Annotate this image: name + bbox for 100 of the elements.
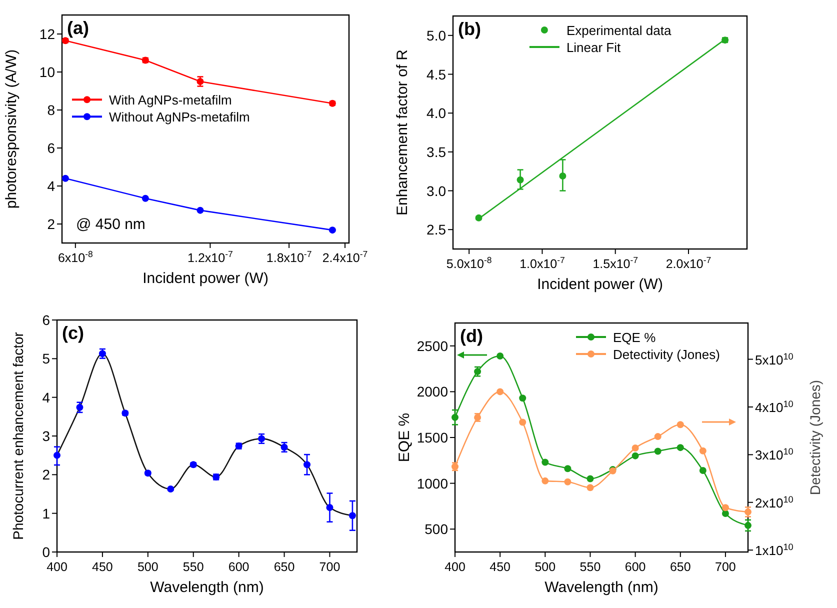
x-tick-label: 5.0x10$^{-8}$ xyxy=(446,255,492,271)
y2-tick-label: 4x10$^{10}$ xyxy=(755,398,794,415)
point xyxy=(744,522,752,529)
y2-tick-label: 1x10$^{10}$ xyxy=(755,542,794,558)
y-tick-label: 2500 xyxy=(416,338,448,354)
point xyxy=(722,510,729,518)
y-tick-label: 500 xyxy=(424,521,448,538)
chart-title: (a) xyxy=(67,18,90,38)
point xyxy=(452,463,458,470)
x-tick-label: 1.8x10$^{-7}$ xyxy=(266,249,312,265)
point xyxy=(676,421,684,428)
y-tick-label: 8 xyxy=(47,102,56,118)
x-tick-label: 1.0x10$^{-7}$ xyxy=(520,255,566,271)
point xyxy=(348,512,356,520)
x-tick-label: 1.2x10$^{-7}$ xyxy=(188,249,233,265)
point xyxy=(496,388,504,396)
x-axis-title: Incident power (W) xyxy=(142,270,268,287)
y-tick-label: 1 xyxy=(42,505,50,522)
y2-tick-label: 2x10$^{10}$ xyxy=(755,494,794,510)
x-axis-title: Incident power (W) xyxy=(537,276,663,293)
chart-title: (c) xyxy=(62,323,84,343)
annotation: @ 450 nm xyxy=(76,216,146,233)
legend-label: Detectivity (Jones) xyxy=(613,347,720,362)
point xyxy=(98,350,106,358)
y-tick-label: 12 xyxy=(39,26,56,42)
x-tick-label: 600 xyxy=(624,560,646,574)
chart-title: (d) xyxy=(460,326,483,346)
point xyxy=(559,172,566,180)
y-tick-label: 2 xyxy=(42,466,50,483)
y2-axis-title: Detectivity (Jones) xyxy=(807,380,823,496)
x-tick-label: 500 xyxy=(137,560,158,574)
point xyxy=(516,176,524,184)
y-tick-label: 2.5 xyxy=(426,222,446,238)
y-tick-label: 4 xyxy=(47,178,56,194)
x-tick-label: 1.5x10$^{-7}$ xyxy=(592,255,638,271)
legend-label: Without AgNPs-metafilm xyxy=(109,110,250,125)
y-axis-title: photoresponsivity (A/W) xyxy=(3,49,20,209)
y2-tick-label: 5x10$^{10}$ xyxy=(755,351,794,368)
y-tick-label: 3.5 xyxy=(426,144,446,160)
x-tick-label: 700 xyxy=(715,560,736,574)
x-tick-label: 400 xyxy=(444,560,466,574)
point xyxy=(632,452,639,460)
legend-label: Linear Fit xyxy=(566,40,622,55)
point xyxy=(654,448,662,455)
point xyxy=(167,485,174,492)
y-tick-label: 4 xyxy=(42,389,50,406)
x-tick-label: 450 xyxy=(490,560,511,574)
y-axis-title: EQE % xyxy=(396,412,413,462)
point xyxy=(280,444,288,451)
y2-tick-label: 3x10$^{10}$ xyxy=(755,446,794,463)
point xyxy=(496,352,504,360)
x-tick-label: 600 xyxy=(228,560,250,574)
point xyxy=(676,444,684,452)
y-tick-label: 2000 xyxy=(416,384,448,400)
point xyxy=(744,508,752,516)
point xyxy=(542,477,549,484)
x-tick-label: 550 xyxy=(580,560,601,574)
point xyxy=(54,452,60,459)
point xyxy=(586,484,594,492)
y-tick-label: 1000 xyxy=(416,475,448,492)
y-axis-title: Photocurrent enhancement factor xyxy=(10,332,26,540)
y-tick-label: 5 xyxy=(42,350,50,367)
point xyxy=(632,444,639,452)
y-tick-label: 6 xyxy=(47,140,56,156)
chart-title: (b) xyxy=(458,19,481,39)
x-axis-title: Wavelength (nm) xyxy=(150,579,264,596)
y-tick-label: 2 xyxy=(47,216,56,232)
point xyxy=(326,504,334,512)
y-tick-label: 4.0 xyxy=(426,105,446,122)
point xyxy=(564,478,572,486)
legend-label: With AgNPs-metafilm xyxy=(109,92,232,108)
point xyxy=(564,465,572,472)
y-tick-label: 1500 xyxy=(416,430,448,446)
point xyxy=(519,394,526,402)
x-tick-label: 6x10$^{-8}$ xyxy=(58,249,93,265)
point xyxy=(76,404,84,411)
x-tick-label: 550 xyxy=(182,560,204,574)
x-tick-label: 500 xyxy=(534,560,556,574)
point xyxy=(258,435,266,442)
y-tick-label: 0 xyxy=(42,544,50,560)
point xyxy=(654,433,662,440)
x-tick-label: 450 xyxy=(92,560,113,574)
y-tick-label: 10 xyxy=(39,64,56,80)
y-tick-label: 3 xyxy=(42,428,50,444)
y-tick-label: 5.0 xyxy=(426,27,446,44)
y-tick-label: 4.5 xyxy=(426,66,446,82)
point xyxy=(519,418,526,426)
point xyxy=(586,475,594,482)
point xyxy=(722,504,729,512)
point xyxy=(474,368,482,376)
y-tick-label: 6 xyxy=(42,312,50,328)
x-tick-label: 2.0x10$^{-7}$ xyxy=(666,255,712,271)
x-tick-label: 650 xyxy=(670,560,691,574)
x-axis-title: Wavelength (nm) xyxy=(544,579,658,596)
x-tick-label: 2.4x10$^{-7}$ xyxy=(322,249,368,265)
point xyxy=(699,447,706,454)
point xyxy=(452,414,458,421)
y-axis-title: Enhancement factor of R xyxy=(394,49,411,216)
x-tick-label: 650 xyxy=(274,560,295,574)
legend-label: Experimental data xyxy=(566,23,672,38)
